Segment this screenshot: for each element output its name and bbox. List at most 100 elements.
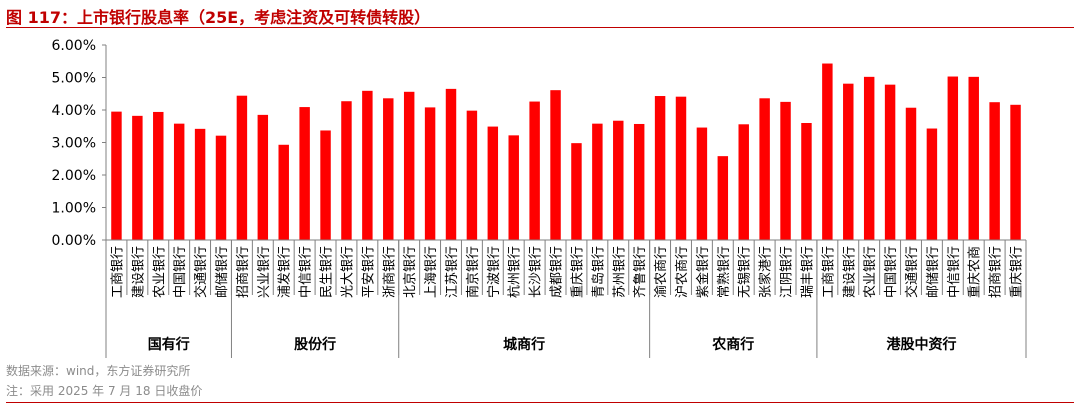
bar (884, 84, 896, 241)
category-label: 农业银行 (152, 246, 167, 298)
category-label: 渝农商行 (653, 246, 669, 298)
bar (675, 96, 687, 240)
bar (466, 110, 478, 241)
bar (759, 98, 770, 240)
dividend-yield-bar-chart: 0.00% 1.00% 2.00% 3.00% 4.00% 5.00% 6.00% 工商银行… (52, 38, 1027, 358)
bar (424, 107, 436, 241)
bar (362, 90, 373, 240)
category-label: 中信银行 (947, 246, 962, 298)
bar (508, 135, 519, 240)
group-labels: 国有行 股份行 城商行 农商行 港股中资行 (105, 240, 1027, 358)
category-label: 民生银行 (320, 246, 335, 298)
category-label: 中国银行 (173, 246, 188, 298)
category-label: 青岛银行 (590, 246, 606, 298)
bar (968, 76, 979, 240)
bar (278, 144, 289, 240)
y-tick-label: 3.00% (52, 136, 96, 152)
bar (822, 63, 833, 241)
category-label: 重庆银行 (569, 246, 585, 298)
bar (445, 88, 457, 240)
bottom-rule (6, 402, 1074, 403)
category-label: 上海银行 (424, 246, 439, 298)
bar (529, 101, 540, 240)
category-label: 沪农商行 (674, 246, 690, 298)
bar (989, 102, 1000, 240)
category-label: 兴业银行 (257, 246, 272, 298)
bar (926, 128, 938, 240)
category-label: 交通银行 (904, 246, 920, 298)
y-tick-label: 1.00% (52, 201, 96, 217)
bar (403, 91, 415, 240)
category-label: 苏州银行 (611, 246, 627, 298)
bar (550, 90, 561, 240)
category-label: 建设银行 (842, 246, 857, 298)
category-label: 邮储银行 (926, 246, 941, 298)
category-label: 招商银行 (236, 246, 251, 298)
bar (1010, 104, 1021, 240)
category-label: 重庆银行 (1009, 246, 1025, 298)
price-date-note: 注：采用 2025 年 7 月 18 日收盘价 (6, 384, 203, 398)
chart-title: 图 117：上市银行股息率（25E，考虑注资及可转债转股） (6, 8, 431, 27)
category-label: 浙商银行 (382, 246, 397, 298)
bars (111, 63, 1021, 241)
bar (257, 114, 269, 240)
bar (717, 156, 729, 240)
bar (613, 120, 624, 240)
category-label: 张家港行 (758, 246, 774, 298)
category-label: 成都银行 (550, 246, 565, 298)
bar (299, 107, 310, 240)
category-label: 杭州银行 (508, 246, 523, 298)
bar (843, 83, 854, 240)
category-label: 长沙银行 (529, 246, 544, 298)
category-label: 农业银行 (863, 246, 878, 298)
category-label: 浦发银行 (277, 246, 293, 298)
category-label: 建设银行 (131, 246, 146, 298)
y-tick-label: 2.00% (52, 168, 96, 184)
category-label: 瑞丰银行 (800, 246, 815, 298)
category-label: 北京银行 (403, 246, 418, 298)
bar (132, 115, 143, 240)
y-axis: 0.00% 1.00% 2.00% 3.00% 4.00% 5.00% 6.00% (52, 38, 107, 249)
category-label: 常熟银行 (716, 246, 732, 298)
bar (215, 135, 227, 240)
bar (111, 111, 122, 240)
y-tick-label: 6.00% (52, 38, 96, 54)
category-label: 光大银行 (340, 246, 355, 298)
bar (487, 126, 499, 240)
bar (173, 123, 185, 240)
y-tick-label: 5.00% (52, 71, 96, 87)
bar (905, 107, 917, 240)
category-label: 平安银行 (361, 246, 376, 298)
bar (194, 128, 206, 240)
bar (571, 143, 582, 240)
category-label: 工商银行 (821, 246, 836, 298)
category-label: 招商银行 (989, 246, 1004, 298)
bar (633, 123, 645, 240)
category-labels: 工商银行 建设银行 农业银行 中国银行 交通银行 邮储银行 招商银行 兴业银行 浦发银行 中信银行… (110, 246, 1024, 298)
group-label: 港股中资行 (886, 336, 956, 353)
bar (592, 123, 603, 240)
bar (383, 98, 394, 240)
bar (696, 127, 708, 240)
bar (341, 101, 352, 240)
bar (863, 76, 875, 240)
bar (801, 123, 812, 240)
group-label: 股份行 (294, 336, 336, 353)
category-label: 紫金银行 (695, 246, 711, 298)
category-label: 江阴银行 (780, 246, 795, 298)
bar (153, 111, 164, 240)
bar (947, 76, 959, 241)
y-tick-label: 4.00% (52, 103, 96, 119)
category-label: 南京银行 (465, 246, 481, 298)
y-tick-label: 0.00% (52, 233, 96, 249)
category-label: 中信银行 (299, 246, 314, 298)
category-label: 宁波银行 (486, 246, 502, 298)
group-label: 农商行 (711, 336, 754, 353)
category-label: 江苏银行 (444, 246, 460, 298)
group-label: 城商行 (503, 336, 545, 353)
category-label: 无锡银行 (738, 246, 753, 298)
bar (320, 130, 331, 240)
title-underline (6, 27, 1074, 28)
group-label: 国有行 (148, 336, 190, 353)
category-label: 工商银行 (110, 246, 125, 298)
